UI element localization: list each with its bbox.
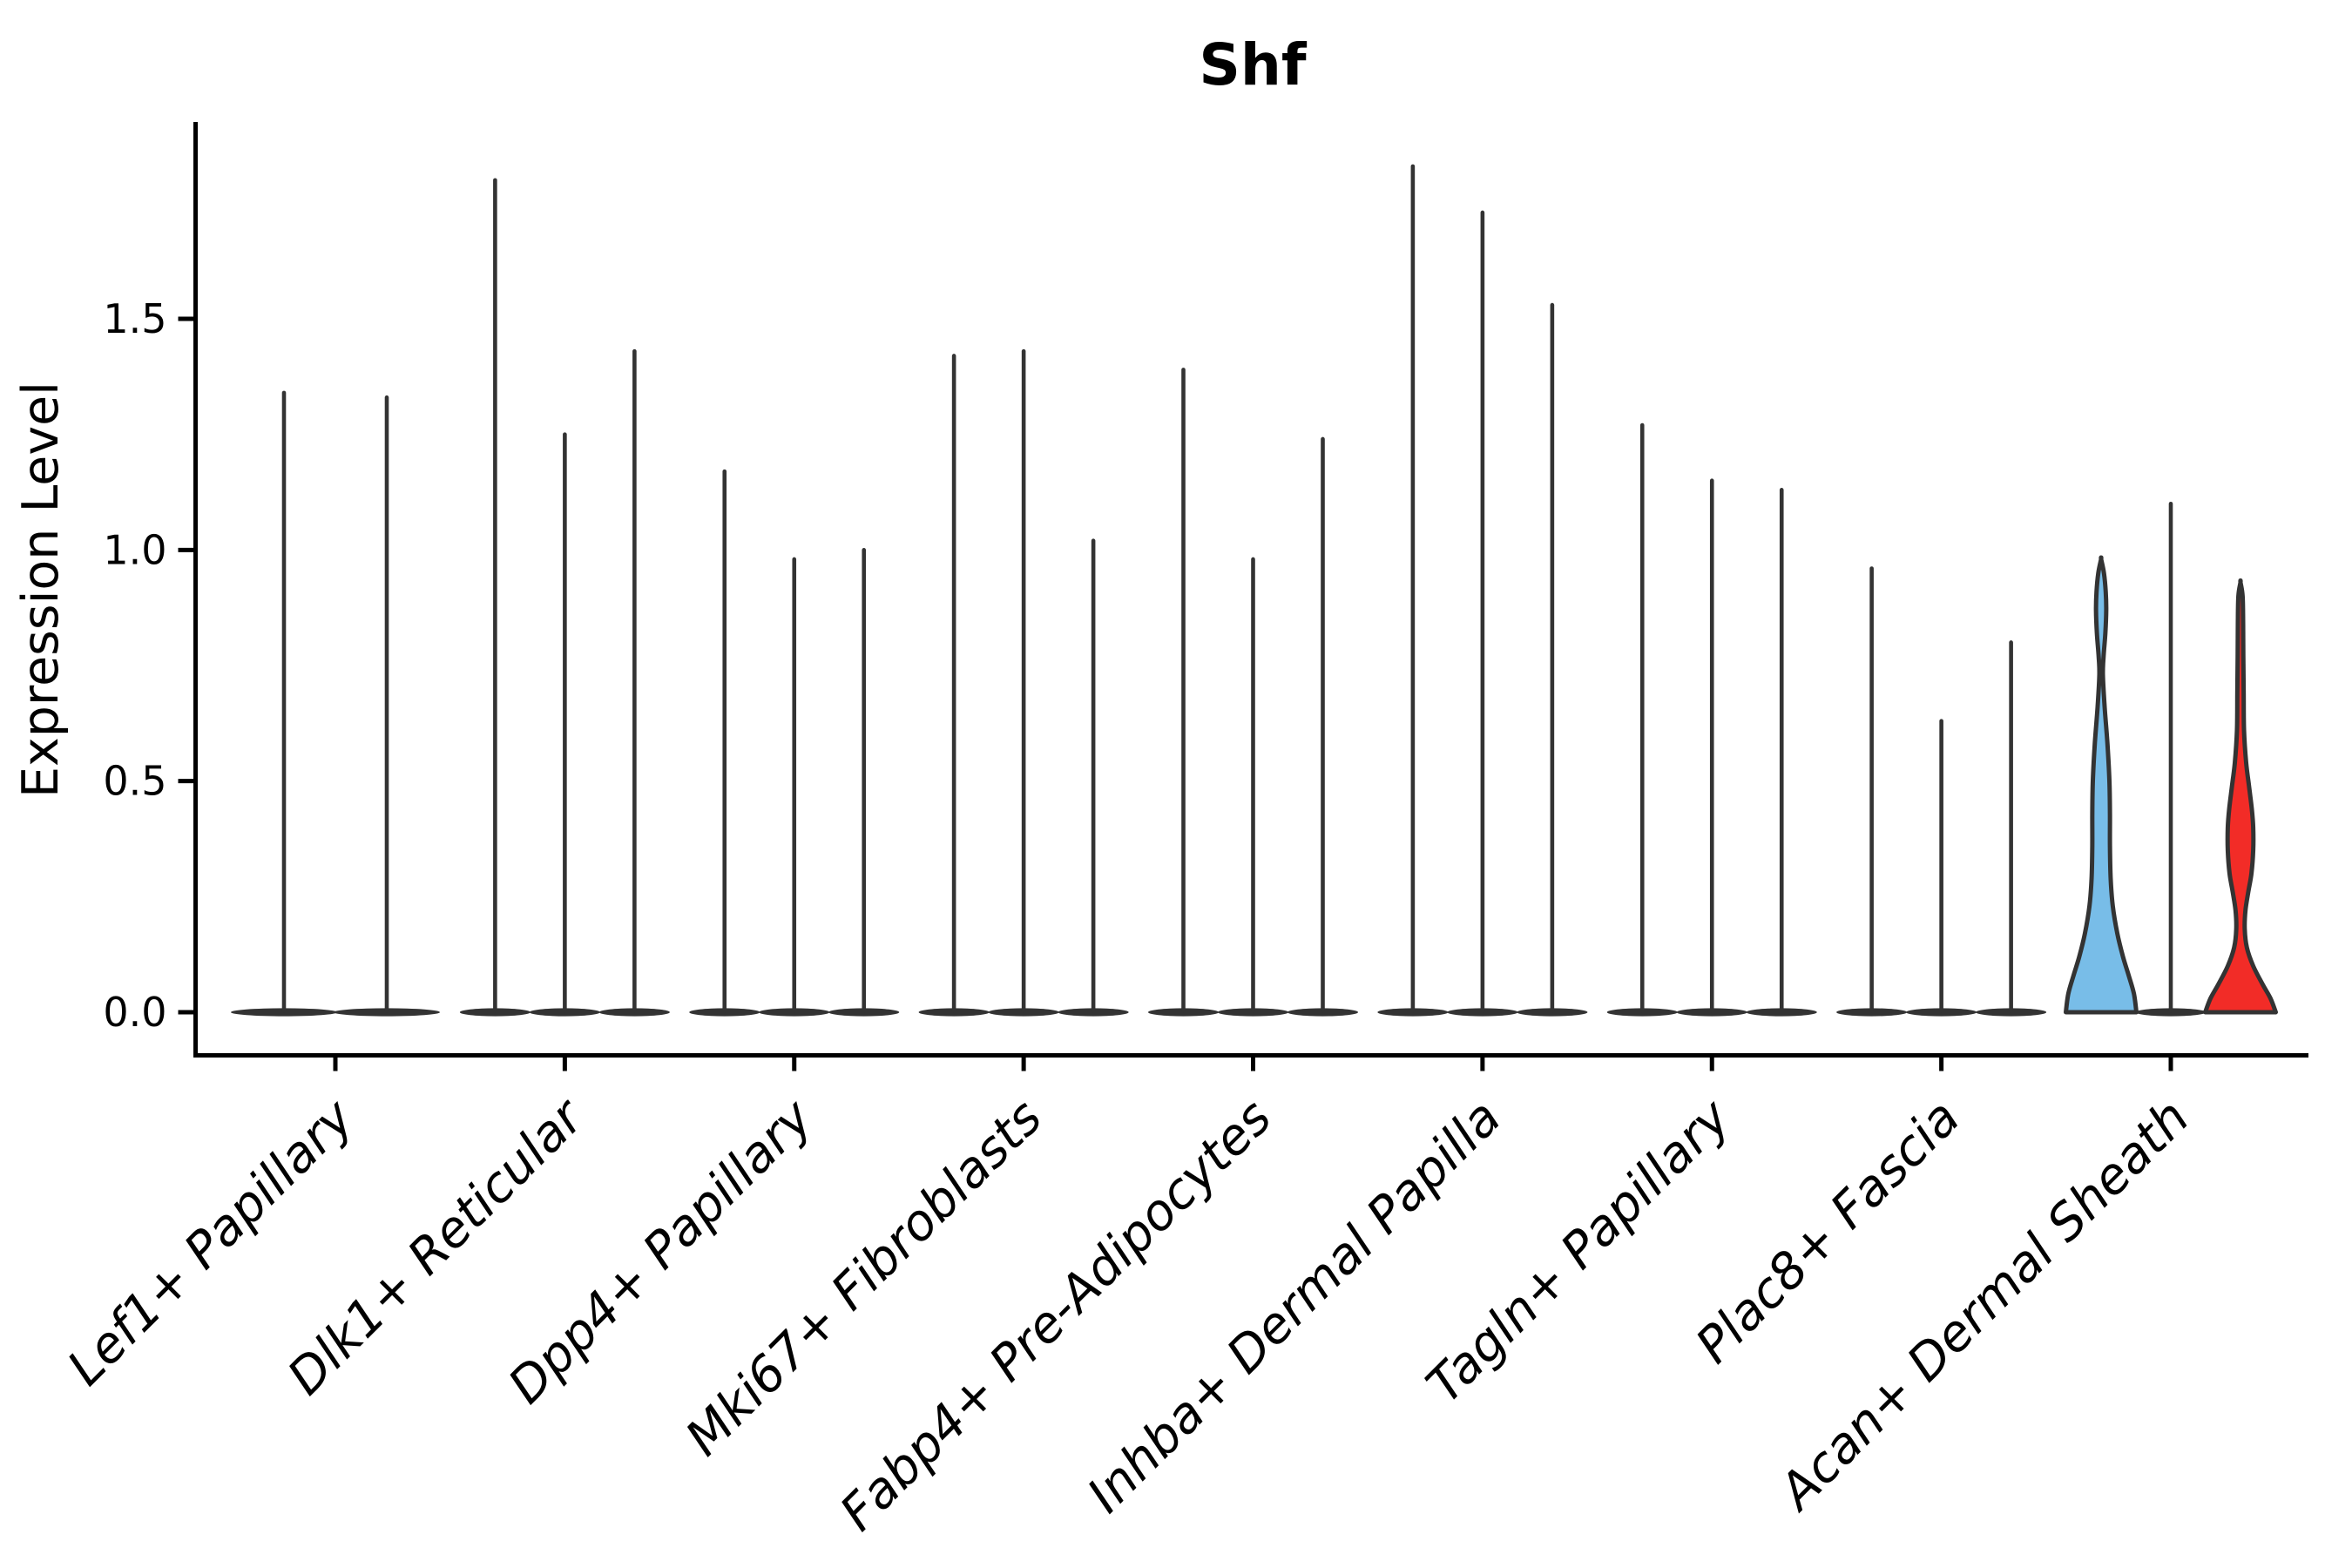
x-tick-label: Fabp4+ Pre-Adipocytes — [829, 1089, 1282, 1542]
y-axis-labels: 0.0 0.5 1.0 1.5 — [103, 295, 166, 1036]
x-tick-label: Inhba+ Dermal Papilla — [1077, 1089, 1512, 1524]
y-tick-label: 0.0 — [103, 989, 166, 1036]
y-axis-title: Expression Level — [12, 382, 70, 798]
violin-filled — [2203, 578, 2278, 1015]
x-tick-label: Acan+ Dermal Sheath — [1766, 1089, 2200, 1523]
y-tick-label: 0.5 — [103, 758, 166, 805]
y-tick-label: 1.0 — [103, 526, 166, 573]
axes — [178, 122, 2308, 1071]
violins — [231, 164, 2278, 1017]
violin-filled — [2064, 555, 2139, 1015]
plot-title: Shf — [1199, 31, 1308, 98]
y-tick-label: 1.5 — [103, 295, 166, 342]
